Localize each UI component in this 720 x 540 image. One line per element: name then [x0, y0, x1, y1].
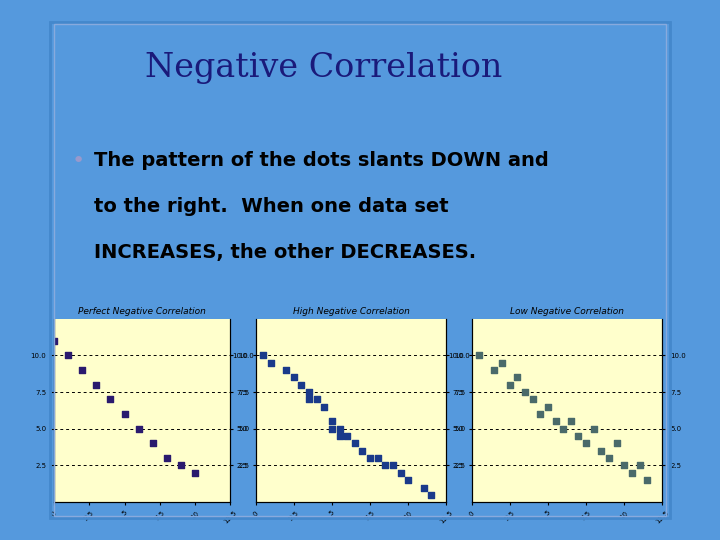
Point — [326, 424, 338, 433]
Text: The pattern of the dots slants DOWN and: The pattern of the dots slants DOWN and — [94, 151, 549, 170]
Point — [258, 351, 269, 360]
Point — [572, 432, 584, 441]
Point — [557, 424, 569, 433]
Point — [288, 373, 300, 382]
Point — [642, 476, 653, 484]
Point — [418, 483, 429, 492]
Point — [303, 388, 315, 396]
Point — [580, 439, 592, 448]
Point — [326, 417, 338, 426]
Point — [364, 454, 376, 462]
Point — [426, 490, 437, 499]
Point — [280, 366, 292, 374]
Point — [626, 469, 638, 477]
Point — [379, 461, 391, 470]
Point — [395, 469, 406, 477]
Point — [512, 373, 523, 382]
Point — [48, 336, 60, 345]
Title: Perfect Negative Correlation: Perfect Negative Correlation — [78, 307, 206, 316]
Point — [147, 439, 158, 448]
Point — [63, 351, 74, 360]
Point — [189, 469, 201, 477]
Title: High Negative Correlation: High Negative Correlation — [292, 307, 410, 316]
Point — [611, 439, 622, 448]
Point — [334, 432, 346, 441]
Point — [175, 461, 186, 470]
Point — [603, 454, 615, 462]
Point — [133, 424, 145, 433]
Text: Negative Correlation: Negative Correlation — [145, 51, 503, 84]
Point — [356, 447, 368, 455]
Point — [119, 410, 130, 418]
Point — [341, 432, 353, 441]
Point — [311, 395, 323, 404]
Point — [265, 359, 276, 367]
Point — [76, 366, 88, 374]
Point — [504, 380, 516, 389]
Point — [349, 439, 361, 448]
Text: to the right.  When one data set: to the right. When one data set — [94, 197, 449, 216]
Point — [372, 454, 384, 462]
Point — [550, 417, 562, 426]
Point — [519, 388, 531, 396]
Point — [496, 359, 508, 367]
Point — [296, 380, 307, 389]
Point — [474, 351, 485, 360]
Point — [161, 454, 173, 462]
Point — [588, 424, 600, 433]
Point — [91, 380, 102, 389]
Point — [318, 402, 330, 411]
Point — [618, 461, 630, 470]
Point — [489, 366, 500, 374]
Point — [387, 461, 399, 470]
Point — [303, 395, 315, 404]
Point — [542, 402, 554, 411]
Point — [565, 417, 577, 426]
Point — [334, 424, 346, 433]
Text: INCREASES, the other DECREASES.: INCREASES, the other DECREASES. — [94, 243, 476, 262]
Point — [534, 410, 546, 418]
Point — [402, 476, 414, 484]
Text: •: • — [72, 151, 85, 171]
Point — [595, 447, 607, 455]
Point — [634, 461, 645, 470]
Point — [527, 395, 539, 404]
Point — [104, 395, 116, 404]
Title: Low Negative Correlation: Low Negative Correlation — [510, 307, 624, 316]
